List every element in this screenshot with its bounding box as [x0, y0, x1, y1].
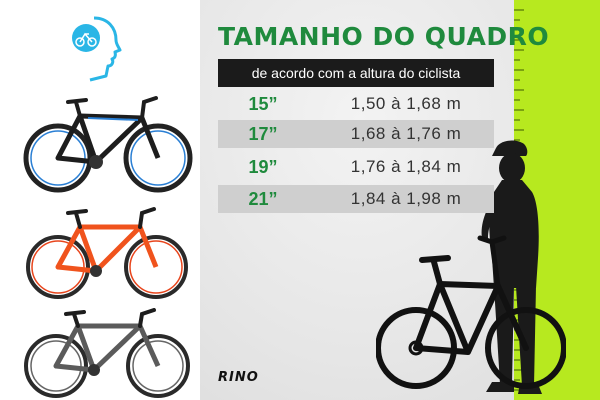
size-row-15: 15” 1,50 à 1,68 m: [218, 90, 494, 118]
frame-size: 15”: [248, 94, 278, 114]
cyclist-head-logo-icon: [72, 16, 122, 82]
height-range: 1,84 à 1,98 m: [350, 189, 462, 208]
cyclist-silhouette-icon: [376, 140, 566, 394]
height-range: 1,50 à 1,68 m: [350, 94, 462, 113]
frame-size: 21”: [248, 189, 278, 209]
size-row-19: 19” 1,76 à 1,84 m: [218, 153, 494, 181]
page-subtitle: de acordo com a altura do ciclista: [218, 59, 494, 87]
bike-black-blue-icon: [23, 96, 193, 193]
bike-gray-icon: [24, 308, 190, 398]
size-row-21: 21” 1,84 à 1,98 m: [218, 185, 494, 213]
size-row-17: 17” 1,68 à 1,76 m: [218, 120, 494, 148]
bike-orange-icon: [26, 207, 188, 299]
frame-size: 17”: [248, 124, 278, 144]
brand-logo: RINO: [218, 370, 259, 385]
frame-size: 19”: [248, 157, 278, 177]
height-range: 1,68 à 1,76 m: [350, 124, 462, 143]
page-title: TAMANHO DO QUADRO: [218, 22, 550, 51]
height-range: 1,76 à 1,84 m: [350, 157, 462, 176]
bike-gallery-panel: [0, 0, 200, 400]
